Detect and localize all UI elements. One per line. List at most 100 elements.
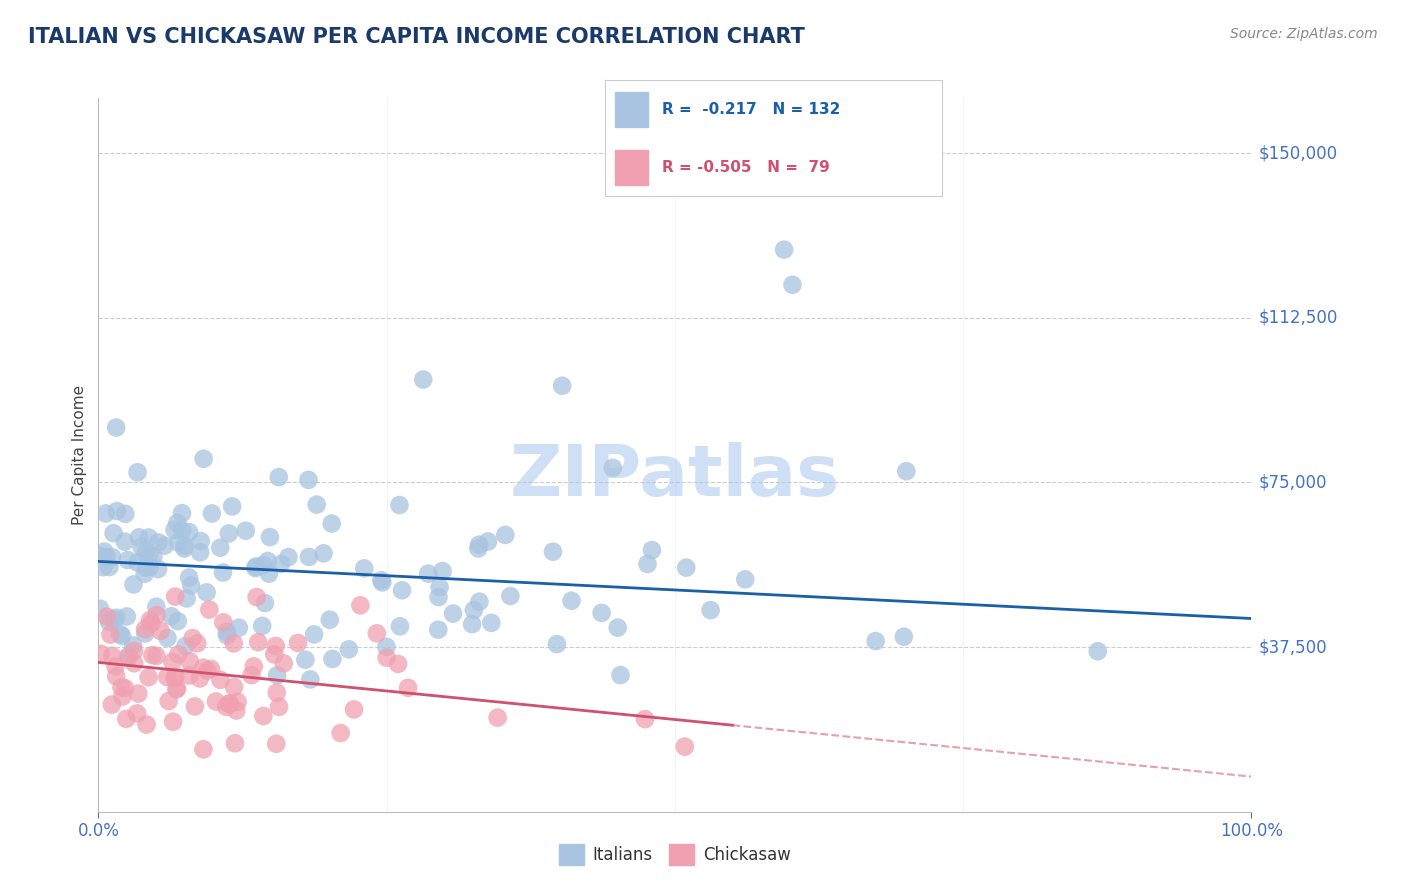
Point <box>125 706 148 721</box>
Point <box>896 464 918 478</box>
Point <box>252 558 274 572</box>
Point <box>263 648 285 662</box>
Point <box>201 507 224 521</box>
Point <box>441 607 464 621</box>
Point <box>267 699 290 714</box>
Point <box>91 560 114 574</box>
Point <box>429 580 451 594</box>
Point <box>114 507 136 521</box>
Point <box>165 590 187 604</box>
Point <box>163 523 186 537</box>
Text: ZIPatlas: ZIPatlas <box>510 442 839 511</box>
Point <box>609 668 631 682</box>
Point <box>266 686 288 700</box>
Point <box>128 530 150 544</box>
Point <box>104 659 127 673</box>
Text: $37,500: $37,500 <box>1258 638 1327 656</box>
Point <box>321 516 343 531</box>
Point <box>138 547 160 561</box>
Point <box>148 535 170 549</box>
Point <box>375 640 398 654</box>
Point <box>93 544 115 558</box>
Point <box>240 668 263 682</box>
Point <box>146 562 169 576</box>
Point <box>190 534 212 549</box>
Point <box>243 659 266 673</box>
Point <box>149 624 172 638</box>
Point <box>157 694 180 708</box>
Point <box>224 736 246 750</box>
Point <box>387 657 409 671</box>
Point <box>89 601 111 615</box>
Point <box>114 681 136 696</box>
Point <box>145 608 167 623</box>
Point <box>138 531 160 545</box>
Point <box>193 451 215 466</box>
Point <box>467 541 489 556</box>
Point <box>167 648 190 662</box>
Point <box>245 559 267 574</box>
Point <box>139 613 162 627</box>
Point <box>180 578 202 592</box>
Point <box>257 566 280 581</box>
Point <box>110 681 132 695</box>
Point <box>418 566 440 581</box>
Point <box>186 636 208 650</box>
Point <box>117 650 139 665</box>
Point <box>541 544 564 558</box>
Point <box>388 619 411 633</box>
Point <box>468 538 491 552</box>
Point <box>167 535 190 549</box>
Point <box>198 602 221 616</box>
Point <box>165 670 187 684</box>
Point <box>319 613 342 627</box>
Point <box>197 664 219 678</box>
Point <box>602 460 624 475</box>
Point <box>212 566 235 580</box>
Point <box>179 525 201 540</box>
Point <box>181 631 204 645</box>
Point <box>101 648 124 663</box>
Point <box>266 668 288 682</box>
Point <box>94 507 117 521</box>
Point <box>122 644 145 658</box>
Point <box>264 639 287 653</box>
Point <box>270 557 292 571</box>
Point <box>209 673 232 687</box>
Point <box>141 616 163 631</box>
Point <box>371 575 394 590</box>
Point <box>103 612 125 626</box>
Point <box>427 623 450 637</box>
Point <box>560 593 582 607</box>
Point <box>193 742 215 756</box>
Point <box>865 634 887 648</box>
Text: ITALIAN VS CHICKASAW PER CAPITA INCOME CORRELATION CHART: ITALIAN VS CHICKASAW PER CAPITA INCOME C… <box>28 27 806 46</box>
Point <box>103 526 125 541</box>
Point <box>273 657 295 671</box>
Point <box>366 626 388 640</box>
Point <box>184 699 207 714</box>
Point <box>90 647 112 661</box>
Point <box>209 541 232 555</box>
Text: R = -0.505   N =  79: R = -0.505 N = 79 <box>662 160 830 175</box>
Point <box>105 669 128 683</box>
Point <box>312 546 335 560</box>
Point <box>305 498 328 512</box>
Point <box>302 627 325 641</box>
Point <box>734 573 756 587</box>
Point <box>166 614 188 628</box>
Point <box>468 595 491 609</box>
Point <box>176 591 198 606</box>
Text: Source: ZipAtlas.com: Source: ZipAtlas.com <box>1230 27 1378 41</box>
Point <box>477 534 499 549</box>
Point <box>699 603 721 617</box>
Point <box>235 524 257 538</box>
Point <box>246 590 269 604</box>
Point <box>179 570 201 584</box>
Point <box>551 378 574 392</box>
Point <box>117 553 139 567</box>
Point <box>226 695 249 709</box>
Point <box>142 549 165 564</box>
Legend: Italians, Chickasaw: Italians, Chickasaw <box>553 838 797 871</box>
Point <box>160 609 183 624</box>
